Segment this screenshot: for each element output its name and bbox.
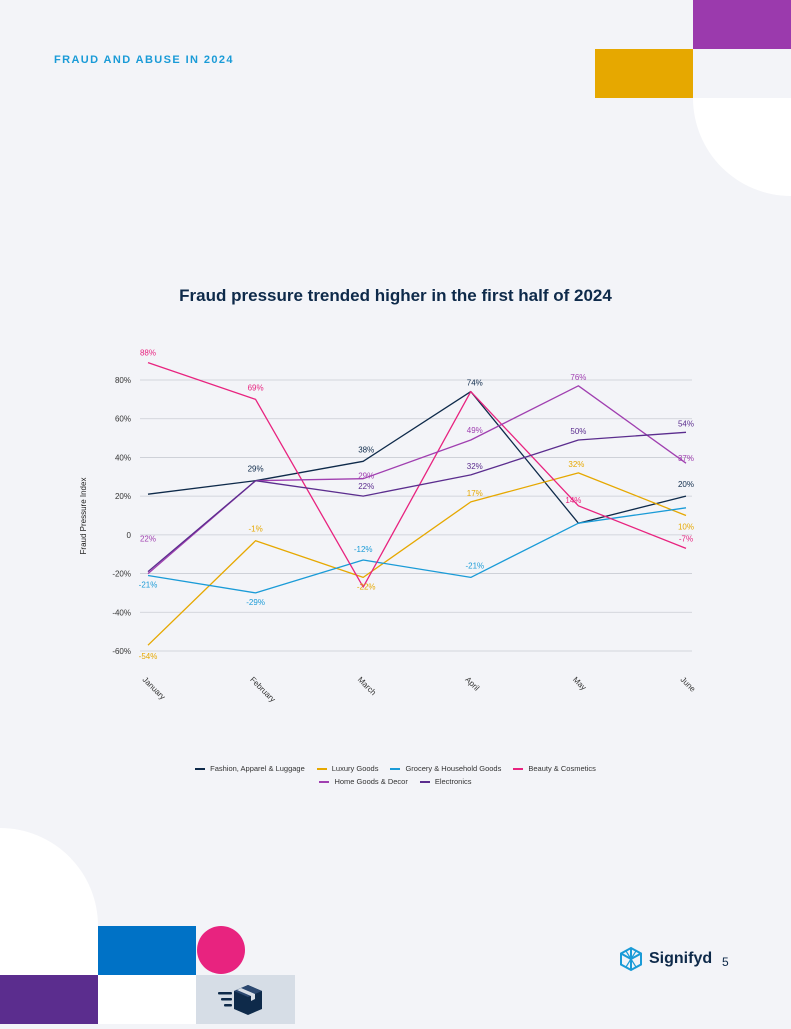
x-tick-label: February bbox=[248, 675, 277, 704]
data-label: -54% bbox=[139, 652, 158, 661]
legend-item: Fashion, Apparel & Luggage bbox=[195, 764, 305, 773]
data-label: -1% bbox=[248, 525, 262, 534]
signifyd-logo-icon bbox=[620, 946, 642, 972]
data-label: 69% bbox=[248, 383, 264, 392]
y-tick-label: -40% bbox=[112, 608, 131, 617]
legend-label: Beauty & Cosmetics bbox=[528, 764, 596, 773]
data-label: -21% bbox=[139, 581, 158, 590]
data-label: -29% bbox=[246, 598, 265, 607]
brand-name: Signifyd bbox=[649, 950, 713, 967]
data-label: -21% bbox=[465, 561, 484, 570]
x-tick-label: June bbox=[679, 675, 698, 694]
data-label: 49% bbox=[467, 426, 483, 435]
data-label: -12% bbox=[354, 545, 373, 554]
data-label: 88% bbox=[140, 349, 156, 358]
y-tick-label: 20% bbox=[115, 492, 131, 501]
data-label: 32% bbox=[568, 460, 584, 469]
legend-label: Electronics bbox=[434, 777, 472, 786]
y-tick-label: 60% bbox=[115, 415, 131, 424]
y-axis-label: Fraud Pressure Index bbox=[79, 478, 88, 555]
deco-blue-square bbox=[98, 926, 196, 975]
y-tick-label: -20% bbox=[112, 570, 131, 579]
deco-gold-square bbox=[595, 49, 693, 98]
chart-title: Fraud pressure trended higher in the fir… bbox=[179, 286, 612, 305]
legend-row-1: Fashion, Apparel & Luggage Luxury Goods Gr… bbox=[0, 764, 791, 773]
data-label: 37% bbox=[678, 454, 694, 463]
series-line-electronics bbox=[147, 431, 687, 573]
x-tick-label: March bbox=[356, 675, 378, 697]
deco-purple-square bbox=[693, 0, 791, 49]
data-label: 38% bbox=[358, 445, 374, 454]
data-label: 32% bbox=[467, 462, 483, 471]
y-tick-label: 40% bbox=[115, 453, 131, 462]
legend-item: Luxury Goods bbox=[316, 764, 379, 773]
data-label: 14% bbox=[565, 496, 581, 505]
deco-white-rect-bottom bbox=[0, 926, 98, 975]
data-label: 50% bbox=[570, 427, 586, 436]
data-label: -22% bbox=[357, 582, 376, 591]
legend-item: Electronics bbox=[419, 777, 472, 786]
legend-item: Beauty & Cosmetics bbox=[513, 764, 596, 773]
x-tick-label: April bbox=[463, 675, 481, 693]
series-line-luxury-goods bbox=[147, 472, 687, 646]
data-label: 29% bbox=[248, 465, 264, 474]
page-number: 5 bbox=[722, 955, 729, 969]
x-tick-label: May bbox=[571, 675, 588, 692]
data-label: 22% bbox=[140, 535, 156, 544]
legend-item: Grocery & Household Goods bbox=[390, 764, 501, 773]
series-line-home-goods-decor bbox=[147, 385, 687, 575]
data-label: 17% bbox=[467, 489, 483, 498]
data-label: 22% bbox=[358, 482, 374, 491]
data-label: 10% bbox=[678, 523, 694, 532]
legend-swatch bbox=[513, 767, 524, 770]
y-tick-label: 80% bbox=[115, 376, 131, 385]
section-header-label: FRAUD AND ABUSE IN 2024 bbox=[54, 54, 234, 66]
deco-white-rect-bottom-2 bbox=[98, 975, 196, 1024]
y-tick-label: 0 bbox=[127, 531, 132, 540]
legend-label: Grocery & Household Goods bbox=[405, 764, 502, 773]
series-line-beauty-cosmetics bbox=[147, 361, 687, 588]
legend-swatch bbox=[195, 767, 206, 770]
data-label: -7% bbox=[679, 534, 693, 543]
legend-row-2: Home Goods & Decor Electronics bbox=[0, 777, 791, 786]
series-line-grocery-household-goods bbox=[147, 507, 687, 594]
signifyd-logo: Signifyd bbox=[618, 946, 712, 972]
data-label: 76% bbox=[570, 373, 586, 382]
deco-darkpurple-square bbox=[0, 975, 98, 1024]
data-label: 29% bbox=[358, 472, 374, 481]
legend-item: Home Goods & Decor bbox=[319, 777, 408, 786]
series-line-fashion-apparel-luggage bbox=[147, 390, 687, 524]
data-label: 74% bbox=[467, 379, 483, 388]
fast-shipping-box-icon bbox=[218, 985, 262, 1015]
legend-label: Luxury Goods bbox=[331, 764, 379, 773]
legend-label: Fashion, Apparel & Luggage bbox=[210, 764, 305, 773]
deco-gray-box bbox=[196, 975, 295, 1024]
legend-swatch bbox=[419, 780, 430, 783]
deco-pink-circle bbox=[197, 926, 245, 974]
legend-swatch bbox=[390, 767, 401, 770]
legend-label: Home Goods & Decor bbox=[334, 777, 408, 786]
data-label: 54% bbox=[678, 419, 694, 428]
y-tick-label: -60% bbox=[112, 647, 131, 656]
legend-swatch bbox=[316, 767, 327, 770]
legend-swatch bbox=[319, 780, 330, 783]
x-tick-label: January bbox=[141, 675, 167, 701]
data-label: 20% bbox=[678, 480, 694, 489]
